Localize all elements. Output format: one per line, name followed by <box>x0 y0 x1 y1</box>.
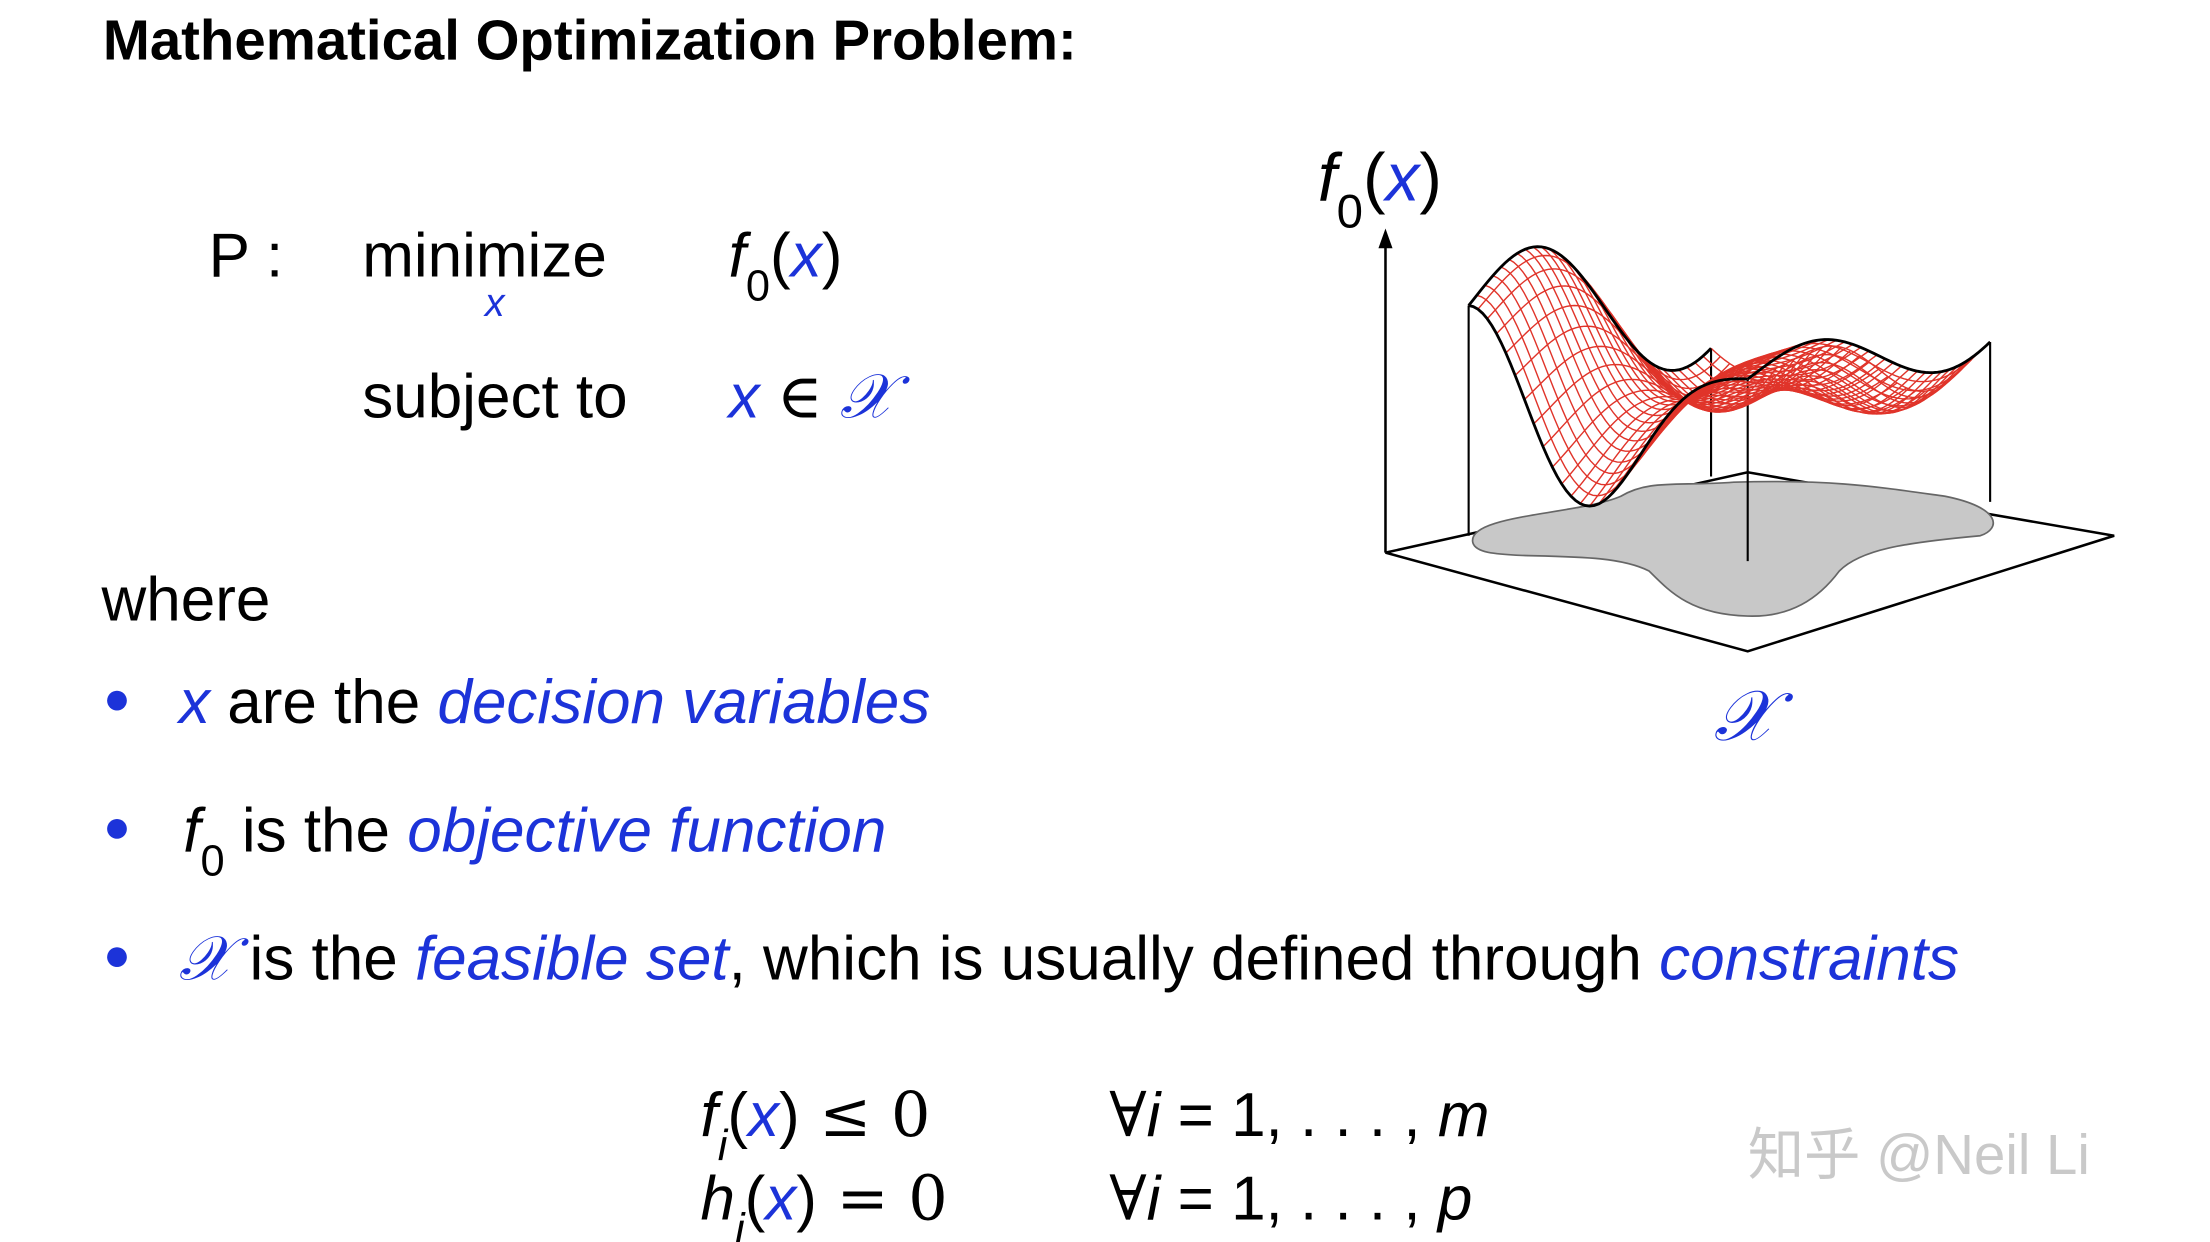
text: is the <box>225 796 408 865</box>
sym: i <box>1147 1164 1163 1233</box>
axis-label: f0(x) <box>1318 140 1442 238</box>
term: feasible set <box>415 925 731 994</box>
sym: ( <box>727 1081 748 1150</box>
mesh-line <box>1686 361 1967 409</box>
sym: f <box>729 221 752 290</box>
sym: ) <box>822 221 843 290</box>
sym: p <box>1436 1164 1472 1233</box>
sym: x <box>762 1164 798 1233</box>
bullet <box>107 819 127 839</box>
mesh-line <box>1467 245 1713 372</box>
mesh-line <box>1737 342 1982 383</box>
mesh-line <box>1477 254 1721 381</box>
sym: x <box>788 221 824 290</box>
text: is the <box>232 925 415 994</box>
term: constraints <box>1659 925 1959 994</box>
text: are the <box>210 668 437 737</box>
sym: = 1, . . . , <box>1160 1164 1437 1233</box>
sym: x <box>1382 140 1421 215</box>
sym: ) <box>796 1164 817 1233</box>
sub: i <box>718 1122 729 1170</box>
objective: f0(x) <box>729 221 843 310</box>
bullet <box>107 947 127 968</box>
sym: ∀ <box>1109 1161 1147 1234</box>
title: Mathematical Optimization Problem: <box>103 8 1077 71</box>
bullet-text: 𝒳 is the feasible set, which is usually … <box>179 922 1959 995</box>
constraint-range: ∀i = 1, . . . , m <box>1109 1078 1489 1151</box>
term: objective function <box>407 796 886 865</box>
sym: = 1, . . . , <box>1160 1081 1437 1150</box>
mesh-line <box>1468 304 1748 508</box>
sub: 0 <box>746 262 770 310</box>
sym: m <box>1438 1081 1490 1150</box>
term: decision variables <box>437 668 930 737</box>
sym: i <box>1147 1081 1163 1150</box>
feasible-region <box>1471 480 1995 617</box>
bullet-text: x are the decision variables <box>176 668 930 737</box>
where: where <box>100 565 270 634</box>
sym: ( <box>770 221 791 290</box>
min-variable: x <box>483 281 506 325</box>
set-label: 𝒳 <box>1714 675 1794 757</box>
axis-arrow <box>1378 228 1393 249</box>
subject-to: subject to <box>362 362 627 431</box>
sym: x <box>745 1081 781 1150</box>
mesh-line <box>1728 346 1973 392</box>
text: , which is usually defined through <box>729 925 1660 994</box>
sym: = 0 <box>817 1161 948 1234</box>
problem-name: P : <box>209 221 284 290</box>
surface-figure <box>1378 228 2115 653</box>
sym: ≤ 0 <box>800 1078 931 1151</box>
constraint-range: ∀i = 1, . . . , p <box>1109 1161 1472 1234</box>
mesh-line <box>1694 355 1975 404</box>
sym: x <box>726 362 762 431</box>
constraint: x ∈ 𝒳 <box>726 359 910 432</box>
sym: ( <box>1363 140 1386 215</box>
sym: f <box>700 1081 723 1150</box>
sym: ) <box>779 1081 800 1150</box>
sub: 0 <box>200 837 224 885</box>
mesh-line <box>1746 338 1992 381</box>
sym: 𝒳 <box>840 359 910 432</box>
sym: f <box>183 796 206 865</box>
sym: ∈ <box>777 359 823 432</box>
sub: i <box>735 1205 746 1242</box>
mesh-line <box>1710 353 1954 407</box>
watermark: 知乎 @Neil Li <box>1748 1123 2090 1186</box>
constraint-line: fi(x) ≤ 0 <box>700 1078 930 1170</box>
constraint-line: hi(x) = 0 <box>700 1161 947 1242</box>
sub: 0 <box>1337 185 1363 238</box>
minimize: minimize <box>362 221 607 290</box>
sym: h <box>700 1164 734 1233</box>
sym: x <box>176 668 212 737</box>
mesh-line <box>1496 285 1740 398</box>
sym: ∀ <box>1109 1078 1147 1151</box>
mesh-line <box>1702 348 1983 399</box>
bullet <box>107 690 127 711</box>
sym: ( <box>745 1164 766 1233</box>
sym: ) <box>1419 140 1442 215</box>
bullet-text: f0 is the objective function <box>183 796 886 885</box>
